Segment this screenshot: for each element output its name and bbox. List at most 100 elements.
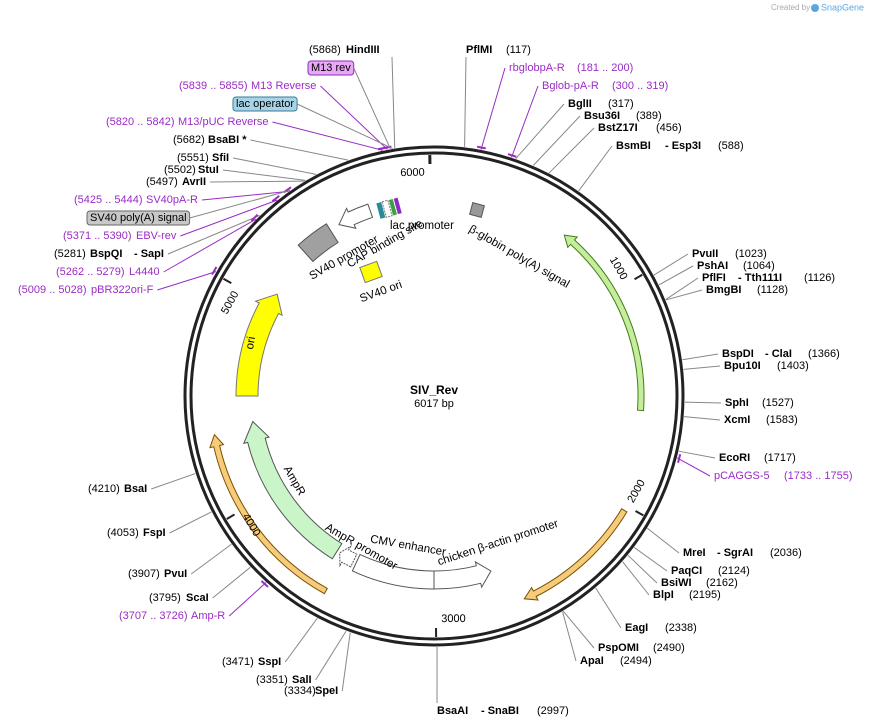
enzyme-position: (1717) [764, 452, 796, 464]
ruler-label: 3000 [441, 613, 466, 625]
enzyme-position: (1128) [757, 284, 788, 296]
enzyme-name: XcmI [724, 414, 750, 426]
connector [678, 450, 716, 459]
enzyme-name: BsmBI [616, 140, 651, 152]
enzyme-position: (3907) [128, 568, 160, 580]
primer-mark [476, 145, 486, 150]
plasmid-length: 6017 bp [414, 398, 454, 410]
enzyme-position: (2997) [537, 705, 569, 717]
connector [250, 139, 349, 161]
feature-label: chicken β-actin promoter [436, 518, 560, 568]
connector [163, 218, 257, 273]
inner-ring [189, 151, 679, 641]
enzyme-name: StuI [198, 164, 219, 176]
feature-box-label: M13 rev [311, 62, 351, 74]
enzyme-name: ApaI [580, 655, 604, 667]
connector [190, 543, 232, 575]
feature-box [388, 198, 397, 216]
feature-box [359, 260, 383, 284]
feature-arrow [523, 508, 628, 601]
ruler-tick [222, 277, 232, 285]
connector [180, 199, 278, 237]
connector [233, 157, 317, 175]
enzyme-position: (1403) [777, 360, 809, 372]
primer-mark [250, 213, 259, 222]
primer-name: L4440 [129, 266, 160, 278]
feature-label: lac promoter [390, 220, 454, 232]
connector [647, 527, 680, 554]
connector [464, 56, 467, 147]
connector [228, 582, 267, 617]
primer-range: (181 .. 200) [577, 62, 633, 74]
enzyme-position: (2124) [718, 565, 750, 577]
feature-arrow [339, 545, 358, 568]
connector [480, 67, 506, 150]
enzyme-position: (5502) [164, 164, 196, 176]
connector [562, 610, 595, 649]
connector [151, 473, 196, 490]
enzyme-name: EcoRI [719, 452, 750, 464]
enzyme-position: (456) [656, 122, 682, 134]
enzyme-name: - SnaBI [481, 705, 519, 717]
primer-name: M13/pUC Reverse [178, 116, 268, 128]
primer-name: M13 Reverse [251, 80, 316, 92]
connector [627, 554, 658, 584]
connector [682, 353, 719, 361]
enzyme-name: Bsu36I [584, 110, 620, 122]
enzyme-position: (1366) [808, 348, 840, 360]
connector [548, 127, 595, 174]
enzyme-position: (117) [506, 44, 531, 56]
primer-range: (5425 .. 5444) [74, 194, 143, 206]
enzyme-position: (5551) [177, 152, 209, 164]
primer-name: EBV-rev [136, 230, 177, 242]
enzyme-name: BstZ17I [598, 122, 638, 134]
enzyme-position: (2162) [706, 577, 738, 589]
features [209, 197, 645, 601]
enzyme-name: - Esp3I [665, 140, 701, 152]
enzyme-name: SfiI [212, 152, 229, 164]
feature-box [381, 199, 393, 218]
connector [658, 265, 694, 286]
enzyme-name: BsiWI [661, 577, 692, 589]
enzyme-name: - ClaI [765, 348, 792, 360]
ruler-tick [634, 273, 643, 281]
enzyme-name: SspI [258, 656, 281, 668]
enzyme-name: ScaI [186, 592, 209, 604]
connector [515, 103, 565, 160]
primer-range: (300 .. 319) [612, 80, 668, 92]
enzyme-name: - SapI [134, 248, 164, 260]
enzyme-position: (2195) [689, 589, 721, 601]
connector [315, 630, 347, 681]
connector [320, 85, 388, 150]
connector [511, 85, 539, 158]
brand-icon [811, 4, 819, 12]
enzyme-name: BsaI [124, 483, 147, 495]
feature-box [393, 197, 402, 215]
enzyme-name: SpeI [315, 685, 338, 697]
enzyme-name: Bpu10I [724, 360, 761, 372]
enzyme-position: (3795) [149, 592, 181, 604]
primer-range: (5371 .. 5390) [63, 230, 132, 242]
feature-box [376, 202, 386, 219]
enzyme-name: PshAI [697, 260, 728, 272]
primer-range: (1733 .. 1755) [784, 470, 853, 482]
outer-ring [183, 145, 685, 647]
enzyme-name: SalI [292, 674, 312, 686]
connector [222, 169, 306, 181]
enzyme-position: (389) [636, 110, 662, 122]
primer-mark [377, 146, 387, 151]
connector [201, 190, 289, 201]
ruler-label: 2000 [625, 478, 648, 505]
feature-box-label: lac operator [236, 98, 294, 110]
enzyme-name: PspOMI [598, 642, 639, 654]
connector [212, 566, 251, 599]
enzyme-position: (4053) [107, 527, 139, 539]
enzyme-position: (2494) [620, 655, 652, 667]
feature-arrow [209, 433, 328, 595]
connector [633, 546, 668, 572]
connector [578, 145, 613, 192]
connector [391, 56, 396, 149]
enzyme-name: MreI [683, 547, 706, 559]
enzyme-position: (588) [718, 140, 744, 152]
connector [684, 416, 721, 421]
